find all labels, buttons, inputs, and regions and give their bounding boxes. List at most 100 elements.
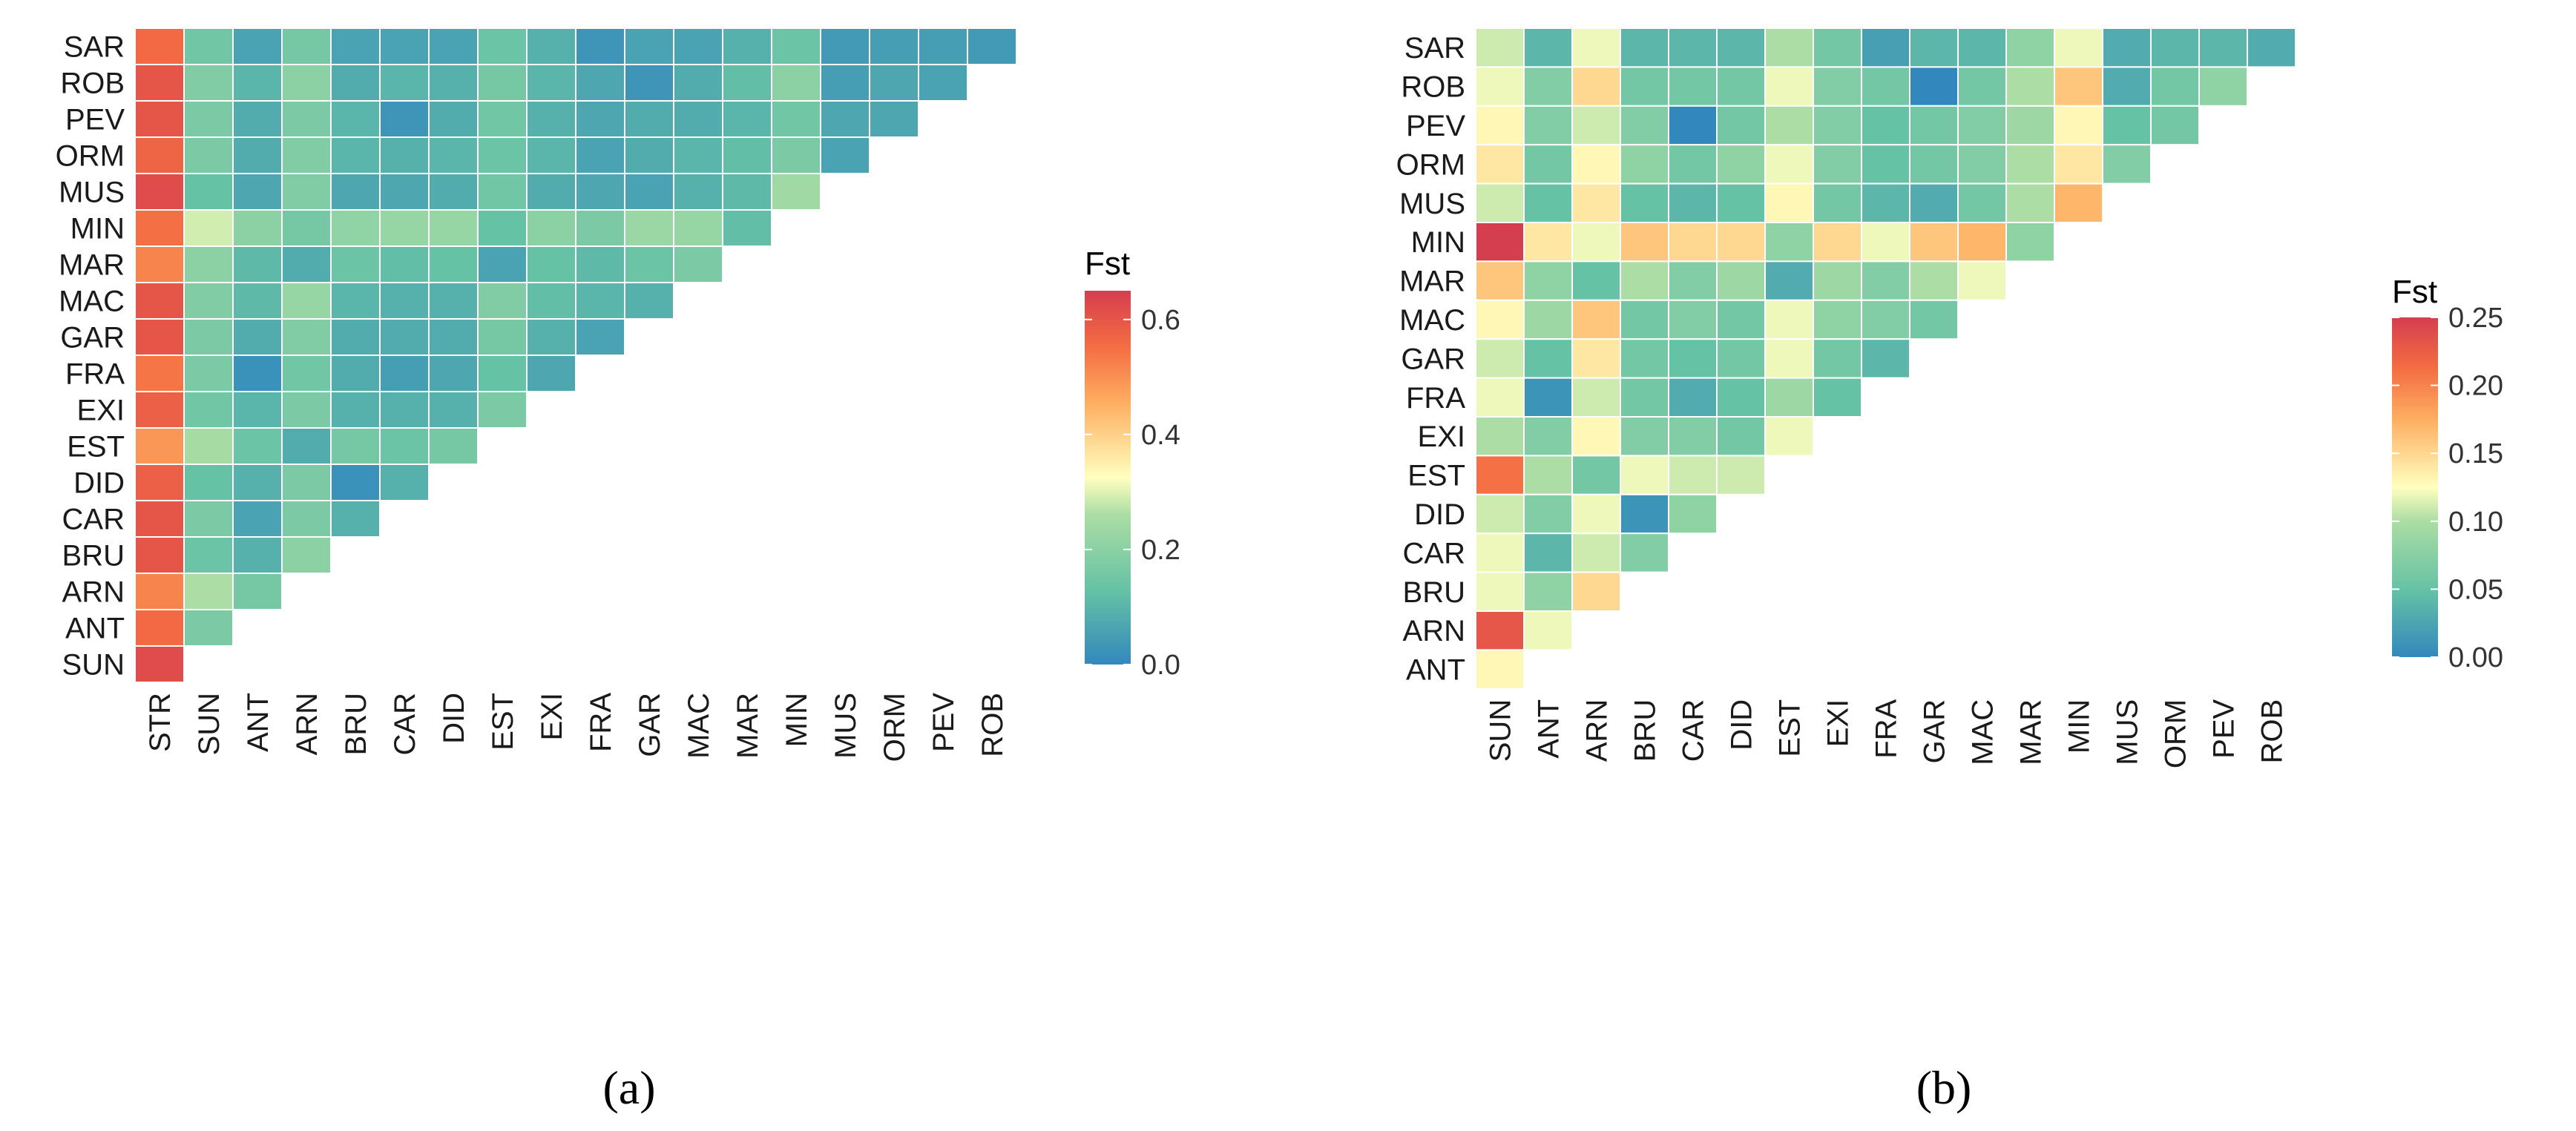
row-label: ARN	[1403, 615, 1465, 647]
row-label: EST	[1407, 460, 1465, 492]
heatmap-cell	[428, 391, 479, 429]
column-label: MAC	[683, 693, 715, 759]
heatmap-cell	[1957, 222, 2007, 263]
heatmap-cell	[183, 209, 234, 247]
heatmap-cell	[134, 318, 185, 356]
heatmap-cell	[281, 209, 332, 247]
row-label: ROB	[60, 67, 125, 100]
heatmap-cell	[1813, 105, 1862, 146]
heatmap-cell	[722, 100, 772, 138]
heatmap-cell	[1957, 260, 2007, 301]
heatmap-cell	[820, 27, 870, 65]
column-label: DID	[1726, 699, 1758, 751]
heatmap-cell	[1716, 105, 1766, 146]
heatmap-cell	[1716, 260, 1766, 301]
heatmap-cell	[1764, 27, 1814, 68]
heatmap-cell	[1668, 66, 1718, 107]
heatmap-cell	[379, 355, 430, 392]
row-label: BRU	[1403, 576, 1465, 609]
heatmap-cell	[1475, 105, 1525, 146]
heatmap-cell	[1620, 532, 1669, 573]
legend-tick-label: 0.20	[2448, 371, 2503, 402]
heatmap-cell	[820, 136, 870, 174]
heatmap-cell	[2247, 27, 2296, 68]
heatmap-cell	[2054, 105, 2103, 146]
heatmap-cell	[1909, 105, 1959, 146]
heatmap-cell	[2054, 182, 2103, 224]
heatmap-cell	[1523, 338, 1573, 379]
column-label: MUS	[829, 693, 862, 759]
row-label: SUN	[62, 649, 125, 682]
heatmap-cell	[1475, 532, 1525, 573]
row-label: EST	[67, 431, 125, 464]
heatmap-cell	[1571, 532, 1621, 573]
heatmap-cell	[1861, 144, 1910, 185]
heatmap-cell	[1716, 299, 1766, 340]
column-label: SUN	[193, 693, 226, 755]
heatmap-cell	[2198, 27, 2248, 68]
legend-tick-label: 0.10	[2448, 507, 2503, 538]
row-label: EXI	[1418, 421, 1465, 453]
column-label: MAC	[1967, 699, 2000, 765]
heatmap-cell	[1620, 493, 1669, 535]
heatmap-cell	[281, 355, 332, 392]
row-label: ARN	[62, 576, 125, 609]
heatmap-cell	[281, 27, 332, 65]
heatmap-cell	[232, 391, 283, 429]
heatmap-cell	[1861, 66, 1910, 107]
legend-colorbar-a	[1085, 291, 1131, 665]
heatmap-cell	[1571, 455, 1621, 495]
panel-label-a: (a)	[602, 1061, 655, 1114]
heatmap-cell	[281, 391, 332, 429]
heatmap-cell	[2102, 27, 2152, 68]
heatmap-cell	[134, 645, 185, 683]
heatmap-cell	[1620, 416, 1669, 457]
heatmap-cell	[1571, 338, 1621, 379]
row-label: MIN	[70, 213, 125, 245]
heatmap-cell	[1668, 260, 1718, 301]
column-label: ANT	[242, 693, 275, 752]
heatmap-cell	[232, 245, 283, 283]
heatmap-cell	[1475, 377, 1525, 418]
row-label: MAR	[59, 249, 125, 282]
heatmap-cell	[2102, 105, 2152, 146]
heatmap-cell	[1475, 338, 1525, 379]
heatmap-cell	[1909, 27, 1959, 68]
heatmap-cell	[183, 64, 234, 102]
heatmap-cell	[526, 173, 576, 211]
heatmap-cell	[134, 427, 185, 465]
heatmap-cell	[526, 100, 576, 138]
heatmap-cell	[575, 173, 625, 211]
heatmap-cell	[624, 27, 674, 65]
column-label: ANT	[1533, 699, 1565, 759]
row-label: EXI	[77, 395, 125, 427]
row-label: GAR	[1401, 343, 1465, 375]
heatmap-cell	[869, 100, 919, 138]
heatmap-cell	[575, 245, 625, 283]
heatmap-cell	[2150, 27, 2200, 68]
heatmap-cell	[183, 500, 234, 538]
heatmap-cell	[477, 318, 528, 356]
heatmap-cell	[2054, 66, 2103, 107]
heatmap-cell	[1957, 144, 2007, 185]
heatmap-cell	[134, 27, 185, 65]
heatmap-cell	[330, 209, 381, 247]
row-label: CAR	[1403, 537, 1465, 570]
heatmap-cell	[477, 355, 528, 392]
heatmap-cell	[477, 282, 528, 320]
heatmap-cell	[1475, 66, 1525, 107]
heatmap-cell	[1861, 27, 1910, 68]
heatmap-cell	[624, 173, 674, 211]
heatmap-cell	[281, 536, 332, 574]
heatmap-cell	[1523, 455, 1573, 495]
heatmap-cell	[1620, 455, 1669, 495]
heatmap-cell	[1716, 222, 1766, 263]
row-label: ANT	[1406, 654, 1465, 687]
heatmap-cell	[526, 282, 576, 320]
heatmap-cell	[1668, 416, 1718, 457]
row-label: ORM	[56, 140, 125, 173]
heatmap-cell	[1571, 66, 1621, 107]
heatmap-cell	[673, 209, 723, 247]
heatmap-cell	[134, 609, 185, 647]
heatmap-cell	[526, 64, 576, 102]
